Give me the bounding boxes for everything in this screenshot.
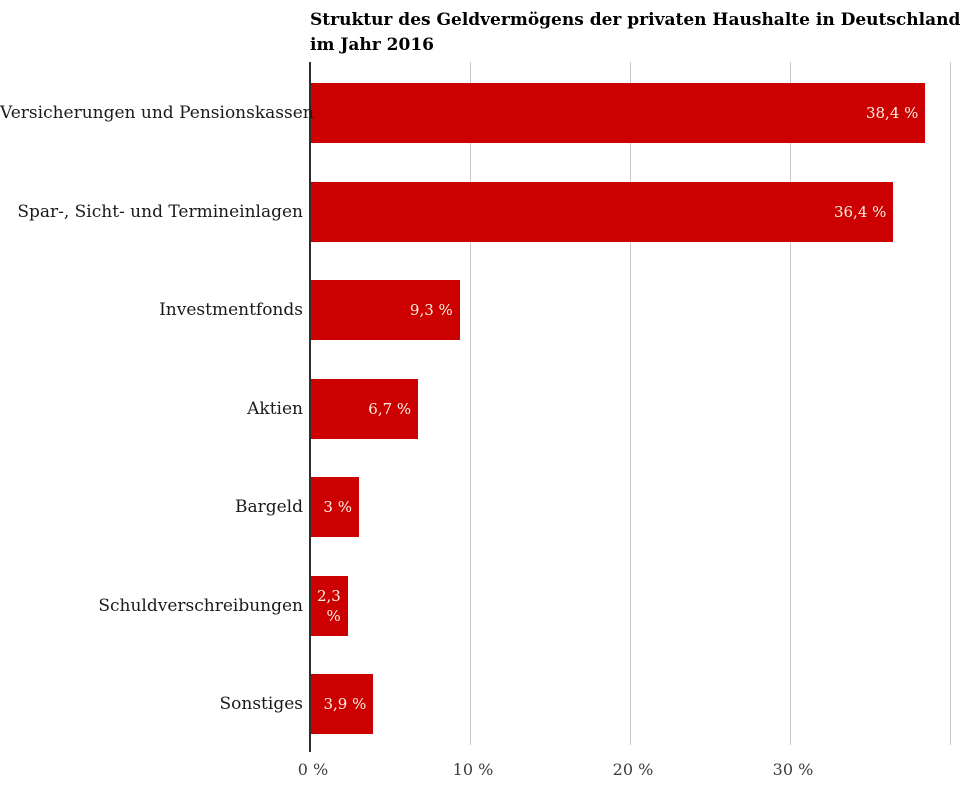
x-tick-label-0pct: 0 %	[297, 760, 329, 779]
bar-value-label: 2,3 %	[316, 586, 341, 625]
category-label: Versicherungen und Pensionskassen	[0, 103, 314, 123]
bar-7: 3,9 %	[311, 674, 374, 734]
x-tick-label-30pct: 30 %	[772, 760, 814, 779]
chart-title-line-2: im Jahr 2016	[310, 35, 434, 55]
bar-value-label: 9,3 %	[409, 301, 453, 319]
gridline-20pct	[630, 62, 631, 745]
category-label: Investmentfonds	[159, 300, 303, 320]
gridline-10pct	[470, 62, 471, 745]
x-tick-label-20pct: 20 %	[612, 760, 654, 779]
category-label: Schuldverschreibungen	[98, 595, 303, 616]
bar-value-label: 6,7 %	[368, 399, 412, 418]
bar-value-label: 3 %	[323, 498, 352, 516]
bar-3: 9,3 %	[311, 280, 460, 340]
bar-5: 3 %	[311, 477, 359, 537]
chart-title-line-1: Struktur des Geldvermögens der privaten …	[310, 10, 961, 30]
plot-area	[309, 62, 951, 752]
chart-title: Struktur des Geldvermögens der privaten …	[310, 8, 977, 58]
gridline-40pct	[950, 62, 951, 745]
bar-value-label: 36,4 %	[833, 202, 887, 221]
bar-6: 2,3 %	[311, 575, 348, 636]
category-label: Sonstiges	[219, 694, 304, 714]
category-label: Aktien	[247, 398, 303, 419]
x-tick-label-10pct: 10 %	[452, 760, 494, 779]
gridline-30pct	[790, 62, 791, 745]
category-label: Bargeld	[234, 497, 303, 517]
bar-4: 6,7 %	[311, 378, 419, 439]
bar-2: 36,4 %	[311, 181, 894, 242]
category-label: Spar-, Sicht- und Termineinlagen	[17, 201, 303, 222]
bar-value-label: 3,9 %	[323, 695, 367, 713]
bar-1: 38,4 %	[311, 83, 926, 143]
y-axis-line	[309, 62, 311, 752]
bar-value-label: 38,4 %	[865, 104, 919, 122]
